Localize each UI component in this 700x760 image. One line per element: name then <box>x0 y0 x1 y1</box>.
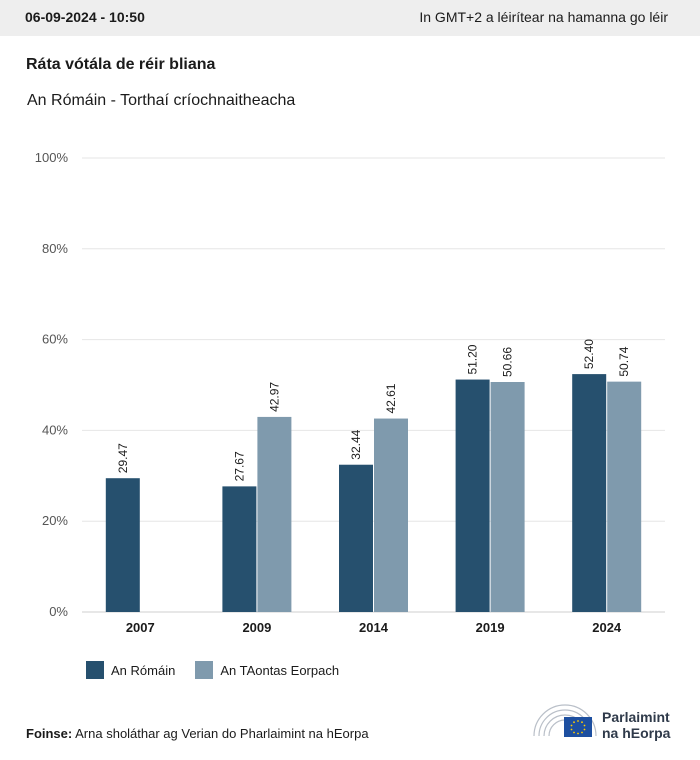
bar-romania-2007 <box>105 478 140 612</box>
legend-item-eu[interactable]: An TAontas Eorpach <box>195 661 339 679</box>
bar-chart: 0% 20% 40% 60% 80% 100% 2007 29.47 2009 27.67 42.9… <box>35 150 665 635</box>
logo-text-line1: Parlaimint <box>602 709 670 725</box>
bar-romania-2009 <box>222 486 257 612</box>
source-note: Foinse: Arna sholáthar ag Verian do Phar… <box>26 726 369 741</box>
data-label: 52.40 <box>582 339 596 369</box>
bar-romania-2024 <box>572 374 607 612</box>
timezone-note: In GMT+2 a léirítear na hamanna go léir <box>419 9 668 25</box>
legend-swatch-eu <box>195 661 214 679</box>
y-tick-label: 0% <box>49 604 68 619</box>
source-label: Foinse: <box>26 726 73 741</box>
x-tick-label: 2007 <box>126 620 155 635</box>
top-bar: 06-09-2024 - 10:50 In GMT+2 a léirítear … <box>0 0 700 36</box>
timestamp: 06-09-2024 - 10:50 <box>25 9 145 25</box>
chart-title: Ráta vótála de réir bliana <box>26 56 216 73</box>
x-tick-label: 2014 <box>359 620 389 635</box>
x-tick-label: 2009 <box>242 620 271 635</box>
y-tick-label: 80% <box>42 241 68 256</box>
data-label: 42.97 <box>267 382 281 412</box>
legend-label-eu: An TAontas Eorpach <box>220 662 340 678</box>
legend-swatch-romania <box>86 661 104 679</box>
logo-text-line2: na hEorpa <box>602 725 671 741</box>
y-tick-label: 20% <box>42 513 68 528</box>
chart-subtitle: An Rómáin - Torthaí críochnaitheacha <box>27 92 296 109</box>
bar-eu-2014 <box>374 418 408 612</box>
european-parliament-logo[interactable]: Parlaimint na hEorpa <box>530 700 680 742</box>
legend-label-romania: An Rómáin <box>111 662 176 678</box>
bar-eu-2024 <box>607 381 642 612</box>
source-text: Arna sholáthar ag Verian do Pharlaimint … <box>75 726 369 741</box>
x-tick-label: 2024 <box>592 620 622 635</box>
bar-romania-2019 <box>455 379 490 612</box>
y-tick-label: 40% <box>42 422 68 437</box>
logo-text: Parlaimint na hEorpa <box>602 709 670 741</box>
data-label: 50.74 <box>617 346 631 376</box>
bar-eu-2019 <box>490 382 525 612</box>
legend-item-romania[interactable]: An Rómáin <box>86 661 175 679</box>
data-label: 29.47 <box>116 443 130 473</box>
data-label: 50.66 <box>501 347 515 377</box>
legend: An Rómáin An TAontas Eorpach <box>86 661 359 679</box>
parliament-hemicycle-icon <box>533 704 597 737</box>
y-tick-label: 60% <box>42 332 68 347</box>
bar-romania-2014 <box>339 464 373 612</box>
bar-eu-2009 <box>257 416 292 612</box>
data-label: 32.44 <box>349 429 363 459</box>
x-tick-label: 2019 <box>476 620 505 635</box>
data-label: 51.20 <box>466 344 480 374</box>
data-label: 42.61 <box>384 383 398 413</box>
y-tick-label: 100% <box>35 150 69 165</box>
data-label: 27.67 <box>232 451 246 481</box>
